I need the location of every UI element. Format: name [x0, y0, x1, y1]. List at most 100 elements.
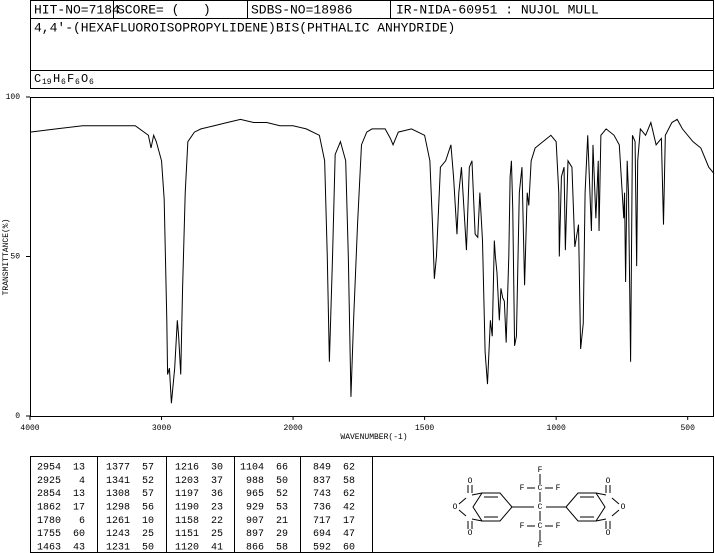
peak-intensity: 17 — [343, 516, 355, 527]
atom: O — [468, 529, 473, 538]
bond — [595, 485, 620, 529]
peak-intensity: 22 — [211, 516, 223, 527]
peak-wavenumber: 592 — [313, 542, 331, 553]
peak-wavenumber: 1341 — [106, 476, 130, 487]
peak-intensity: 60 — [73, 529, 85, 540]
peak-intensity: 52 — [142, 476, 154, 487]
peak-wavenumber: 837 — [313, 476, 331, 487]
peak-wavenumber: 1197 — [175, 489, 199, 500]
atom: F — [520, 484, 525, 493]
bond — [458, 485, 483, 529]
peak-wavenumber: 2954 — [37, 463, 61, 474]
peak-intensity: 21 — [276, 516, 288, 527]
peak-wavenumber: 2854 — [37, 489, 61, 500]
peak-wavenumber: 1120 — [175, 542, 199, 553]
x-tick-label: 4000 — [20, 424, 39, 433]
peak-wavenumber: 736 — [313, 503, 331, 514]
peak-intensity: 62 — [343, 463, 355, 474]
peak-intensity: 58 — [276, 542, 288, 553]
peak-intensity: 50 — [276, 476, 288, 487]
formula-subscript: 19 — [42, 78, 52, 87]
peak-intensity: 42 — [343, 503, 355, 514]
formula-element: C — [34, 72, 41, 86]
peak-intensity: 25 — [142, 529, 154, 540]
peak-wavenumber: 907 — [246, 516, 264, 527]
peak-intensity: 60 — [343, 542, 355, 553]
peak-wavenumber: 1862 — [37, 503, 61, 514]
peak-intensity: 6 — [79, 516, 85, 527]
peak-wavenumber: 929 — [246, 503, 264, 514]
atom: O — [468, 477, 473, 486]
peak-wavenumber: 1298 — [106, 503, 130, 514]
ring — [565, 492, 606, 522]
x-tick-label: 3000 — [152, 424, 171, 433]
peak-intensity: 29 — [276, 529, 288, 540]
peak-intensity: 62 — [343, 489, 355, 500]
atom: O — [621, 503, 626, 512]
peak-wavenumber: 717 — [313, 516, 331, 527]
peak-wavenumber: 1780 — [37, 516, 61, 527]
peak-wavenumber: 1104 — [240, 463, 264, 474]
peak-intensity: 13 — [73, 463, 85, 474]
peak-wavenumber: 1158 — [175, 516, 199, 527]
peak-wavenumber: 1216 — [175, 463, 199, 474]
formula-element: F — [67, 72, 74, 86]
peak-wavenumber: 1190 — [175, 503, 199, 514]
y-tick-label: 100 — [6, 93, 21, 102]
formula-element: O — [81, 72, 88, 86]
peak-wavenumber: 743 — [313, 489, 331, 500]
x-tick-label: 500 — [680, 424, 695, 433]
y-tick-label: 0 — [15, 412, 20, 421]
formula-subscript: 6 — [89, 78, 94, 87]
atom: F — [556, 522, 561, 531]
formula: C 19 H 6 F 6 O 6 — [34, 72, 94, 87]
y-tick-label: 50 — [10, 253, 20, 262]
compound-name: 4,4'-(HEXAFLUOROISOPROPYLIDENE)BIS(PHTHA… — [34, 20, 455, 35]
peak-intensity: 13 — [73, 489, 85, 500]
peak-intensity: 10 — [142, 516, 154, 527]
peak-intensity: 50 — [142, 542, 154, 553]
y-axis-label: TRANSMITTANCE(%) — [2, 219, 11, 296]
formula-element: H — [53, 72, 60, 86]
atom: C — [538, 522, 543, 531]
hit-no: HIT-NO=7184 — [34, 2, 120, 17]
peak-intensity: 4 — [79, 476, 85, 487]
ring — [472, 492, 513, 522]
peak-wavenumber: 1151 — [175, 529, 199, 540]
x-axis-label: WAVENUMBER(-1) — [340, 433, 407, 442]
peak-wavenumber: 1308 — [106, 489, 130, 500]
peak-wavenumber: 1203 — [175, 476, 199, 487]
atom: F — [556, 484, 561, 493]
peak-wavenumber: 849 — [313, 463, 331, 474]
formula-subscript: 6 — [61, 78, 66, 87]
peak-intensity: 53 — [276, 503, 288, 514]
peak-intensity: 37 — [211, 476, 223, 487]
atom: F — [520, 522, 525, 531]
peak-wavenumber: 694 — [313, 529, 331, 540]
atom: O — [606, 529, 611, 538]
score: SCORE= ( ) — [117, 2, 211, 17]
spectrum-line — [29, 118, 715, 404]
peak-wavenumber: 1377 — [106, 463, 130, 474]
peak-wavenumber: 1231 — [106, 542, 130, 553]
atom: C — [538, 484, 543, 493]
peak-wavenumber: 1463 — [37, 542, 61, 553]
atom: O — [606, 477, 611, 486]
method: IR-NIDA-60951 : NUJOL MULL — [396, 2, 599, 17]
x-tick-label: 1000 — [547, 424, 566, 433]
peak-wavenumber: 1755 — [37, 529, 61, 540]
peak-wavenumber: 866 — [246, 542, 264, 553]
bond — [527, 474, 553, 541]
atom: F — [538, 541, 543, 550]
peak-wavenumber: 988 — [246, 476, 264, 487]
atom: O — [453, 503, 458, 512]
peak-wavenumber: 2925 — [37, 476, 61, 487]
peak-wavenumber: 1243 — [106, 529, 130, 540]
peak-intensity: 23 — [211, 503, 223, 514]
peak-intensity: 57 — [142, 463, 154, 474]
plot-frame — [30, 97, 714, 417]
x-tick-label: 1500 — [415, 424, 434, 433]
peak-wavenumber: 897 — [246, 529, 264, 540]
peak-intensity: 57 — [142, 489, 154, 500]
